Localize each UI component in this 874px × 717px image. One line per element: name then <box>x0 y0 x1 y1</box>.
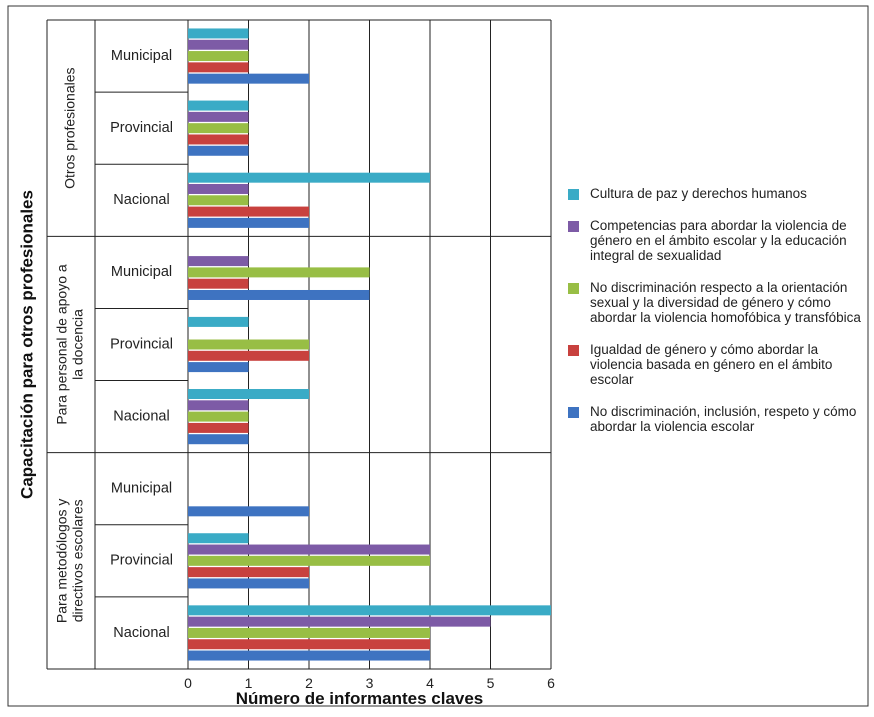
x-tick-label: 0 <box>184 675 192 691</box>
bar <box>188 145 249 156</box>
bar <box>188 350 309 361</box>
category-label: Municipal <box>111 264 172 280</box>
bar <box>188 172 430 183</box>
bar <box>188 123 249 134</box>
bar <box>188 289 370 300</box>
group-label: la docencia <box>70 309 86 380</box>
bar <box>188 627 430 638</box>
outer-frame <box>7 5 869 707</box>
category-label: Provincial <box>110 120 173 136</box>
bar <box>188 195 249 206</box>
legend: Cultura de paz y derechos humanos Compete… <box>568 186 868 451</box>
bar <box>188 62 249 73</box>
bar <box>188 28 249 39</box>
legend-swatch <box>568 407 579 418</box>
bar <box>188 256 249 267</box>
legend-swatch <box>568 189 579 200</box>
bar <box>188 339 309 350</box>
y-axis-title: Capacitación para otros profesionales <box>17 190 36 499</box>
bar <box>188 533 249 544</box>
bar <box>188 639 430 650</box>
category-label: Provincial <box>110 336 173 352</box>
bar <box>188 506 309 517</box>
category-label: Municipal <box>111 481 172 497</box>
group-label: Otros profesionales <box>62 67 78 188</box>
bar <box>188 206 309 217</box>
bar <box>188 567 309 578</box>
bar <box>188 100 249 111</box>
group-label: directivos escolares <box>70 499 86 622</box>
bar <box>188 616 491 627</box>
group-label: Para personal de apoyo a <box>54 264 70 425</box>
x-tick-label: 5 <box>487 675 495 691</box>
bar <box>188 555 430 566</box>
bar <box>188 434 249 445</box>
bar <box>188 362 249 373</box>
bar <box>188 267 370 278</box>
bar <box>188 422 249 433</box>
bar <box>188 217 309 228</box>
legend-swatch <box>568 221 579 232</box>
bar <box>188 111 249 122</box>
bar <box>188 316 249 327</box>
bar <box>188 544 430 555</box>
x-tick-label: 2 <box>305 675 313 691</box>
category-label: Provincial <box>110 553 173 569</box>
legend-label: No discriminación, inclusión, respeto y … <box>590 404 857 434</box>
bar <box>188 389 309 400</box>
bar <box>188 650 430 661</box>
legend-label: Igualdad de género y cómo abordar la vio… <box>590 342 833 387</box>
bar <box>188 605 551 616</box>
legend-swatch <box>568 283 579 294</box>
x-tick-label: 4 <box>426 675 434 691</box>
category-label: Nacional <box>113 408 169 424</box>
bar <box>188 134 249 145</box>
bar <box>188 278 249 289</box>
legend-item: Cultura de paz y derechos humanos <box>568 186 868 201</box>
legend-item: Competencias para abordar la violencia d… <box>568 218 868 263</box>
legend-label: Competencias para abordar la violencia d… <box>590 218 847 263</box>
group-label: Para metodólogos y <box>54 499 70 624</box>
legend-item: No discriminación, inclusión, respeto y … <box>568 404 868 434</box>
legend-label: No discriminación respecto a la orientac… <box>590 280 861 325</box>
legend-item: No discriminación respecto a la orientac… <box>568 280 868 325</box>
x-tick-label: 1 <box>245 675 253 691</box>
legend-swatch <box>568 345 579 356</box>
bar <box>188 183 249 194</box>
category-label: Nacional <box>113 625 169 641</box>
category-label: Municipal <box>111 48 172 64</box>
bar <box>188 400 249 411</box>
legend-label: Cultura de paz y derechos humanos <box>590 186 807 201</box>
bar <box>188 39 249 50</box>
category-label: Nacional <box>113 192 169 208</box>
x-tick-label: 6 <box>547 675 555 691</box>
bar <box>188 51 249 62</box>
bar <box>188 578 309 589</box>
x-axis-title: Número de informantes claves <box>236 689 484 708</box>
bar <box>188 73 309 84</box>
legend-item: Igualdad de género y cómo abordar la vio… <box>568 342 868 387</box>
bar <box>188 411 249 422</box>
x-tick-label: 3 <box>366 675 374 691</box>
